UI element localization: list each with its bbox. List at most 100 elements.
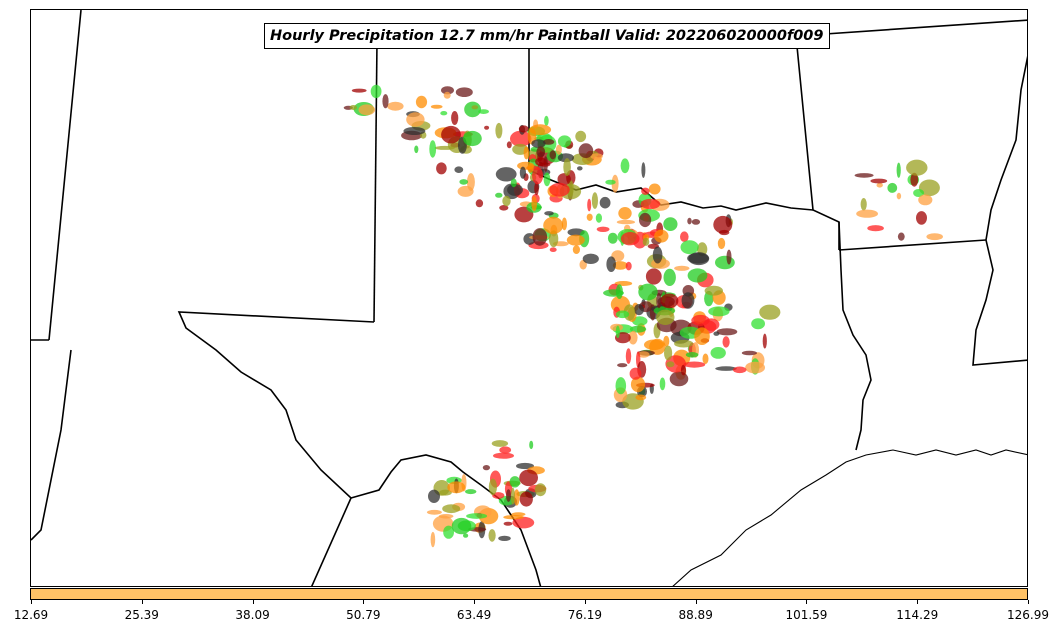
precip-blob — [625, 348, 632, 364]
precip-blob — [691, 219, 701, 225]
precip-blob — [860, 198, 867, 211]
precip-blob — [510, 130, 532, 147]
precip-blob — [506, 489, 511, 502]
precip-blob — [563, 158, 571, 176]
colorbar-tick-label: 88.89 — [678, 608, 713, 622]
colorbar-tick — [141, 600, 143, 604]
precip-blob — [549, 150, 556, 160]
ok-east-border — [795, 35, 840, 250]
precip-blob — [358, 104, 376, 116]
precip-blob — [455, 87, 473, 97]
precip-blob — [641, 187, 650, 195]
precip-blob — [722, 336, 730, 348]
colorbar-tick-label: 114.29 — [896, 608, 939, 622]
precip-blob — [519, 469, 538, 487]
precip-blob — [443, 91, 451, 99]
precip-blob — [502, 195, 511, 207]
precip-blob — [532, 228, 548, 246]
colorbar-tick — [584, 600, 586, 604]
precip-blob — [687, 253, 709, 264]
colorbar — [30, 588, 1028, 600]
nm-east-border — [373, 40, 378, 323]
precip-blob — [691, 314, 710, 326]
precip-blob — [440, 111, 448, 116]
precip-blob — [666, 361, 675, 368]
precip-blob — [578, 143, 594, 159]
precip-blob — [482, 465, 490, 471]
precip-blob — [615, 377, 627, 395]
colorbar-tick — [252, 600, 254, 604]
colorbar-tick-label: 38.09 — [235, 608, 270, 622]
precip-blob — [441, 86, 454, 95]
precip-blob — [451, 517, 472, 535]
precip-blob — [710, 347, 726, 359]
precip-blob — [429, 140, 437, 158]
colorbar-tick — [695, 600, 697, 604]
precip-blob — [511, 512, 526, 517]
precip-blob — [513, 489, 520, 506]
precip-blob — [544, 211, 554, 216]
precip-blob — [704, 285, 723, 296]
precip-blob — [617, 363, 628, 368]
precip-blob — [896, 192, 902, 200]
precip-blob — [478, 109, 489, 114]
precip-blob — [577, 166, 583, 171]
precip-blob — [648, 183, 661, 195]
precip-blob — [674, 339, 694, 348]
precip-blob — [591, 192, 599, 209]
precip-blob — [549, 182, 570, 197]
precip-blob — [656, 309, 675, 325]
tx-nm-south-border — [177, 311, 542, 586]
precip-blob — [495, 192, 503, 198]
precip-blob — [620, 232, 640, 246]
precip-blob — [523, 146, 530, 160]
precip-blob — [491, 440, 509, 447]
precip-blob — [713, 331, 720, 336]
precip-blob — [702, 353, 709, 365]
precip-blob — [507, 183, 523, 196]
precip-blob — [572, 245, 581, 255]
precip-blob — [605, 179, 616, 185]
precip-blob — [488, 529, 496, 542]
precip-blob — [629, 367, 642, 380]
precipitation-paintball — [343, 84, 943, 548]
precip-blob — [475, 199, 484, 208]
precip-blob — [441, 125, 461, 144]
precip-blob — [436, 162, 447, 175]
precip-blob — [762, 333, 767, 349]
precip-blob — [465, 489, 477, 495]
precip-blob — [510, 487, 515, 505]
colorbar-tick — [1028, 600, 1029, 604]
coastline — [672, 449, 1027, 586]
precip-blob — [512, 516, 535, 529]
precip-blob — [466, 513, 488, 519]
precip-blob — [595, 213, 603, 223]
precip-blob — [527, 163, 534, 173]
precip-blob — [916, 211, 927, 225]
colorbar-tick — [917, 600, 919, 604]
precip-blob — [529, 440, 534, 450]
precip-blob — [897, 232, 905, 241]
precip-blob — [732, 366, 747, 374]
colorbar-tick-label: 25.39 — [124, 608, 159, 622]
precip-blob — [442, 504, 461, 514]
precip-blob — [638, 283, 658, 301]
precip-blob — [434, 145, 455, 150]
precip-blob — [918, 194, 933, 206]
precip-blob — [415, 95, 428, 109]
colorbar-tick-label: 76.19 — [567, 608, 603, 622]
colorbar-tick-label: 126.99 — [1007, 608, 1049, 622]
precip-blob — [683, 361, 706, 368]
precip-blob — [867, 225, 884, 232]
precip-blob — [531, 139, 546, 148]
precip-blob — [680, 231, 689, 242]
precip-blob — [612, 261, 628, 270]
precip-blob — [484, 125, 490, 130]
precip-blob — [660, 293, 679, 309]
precip-blob — [664, 345, 673, 361]
mo-ar-border — [795, 19, 1027, 37]
precip-blob — [349, 105, 357, 110]
precip-blob — [870, 178, 888, 184]
precip-blob — [428, 489, 440, 503]
precip-blob — [681, 292, 695, 309]
